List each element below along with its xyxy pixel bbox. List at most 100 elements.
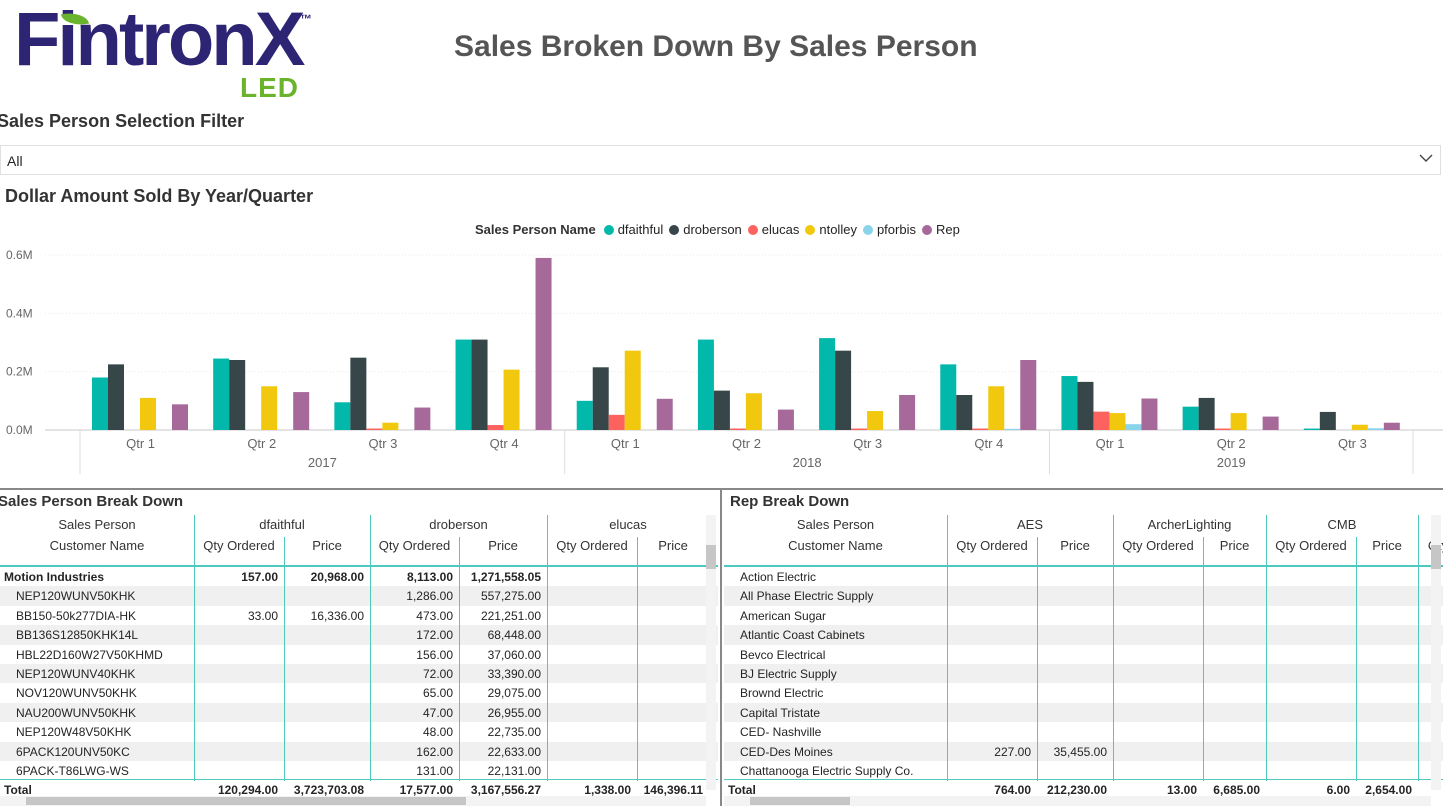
column-header[interactable]: Qty Ordered [378, 538, 451, 553]
legend-item-rep[interactable]: Rep [921, 222, 960, 237]
column-header[interactable]: Qty Ordered [1122, 538, 1194, 553]
column-divider [194, 515, 195, 781]
bar-rep [535, 257, 552, 430]
sales-person-slicer[interactable]: All [0, 145, 1441, 175]
total-cell: 6,685.00 [1213, 783, 1260, 797]
bar-rep [1141, 398, 1158, 430]
column-group-header[interactable]: AES [1016, 517, 1043, 532]
column-group-header[interactable]: dfaithful [259, 517, 305, 532]
column-header[interactable]: Qty Ordered [556, 538, 628, 553]
row-label[interactable]: BB150-50k277DIA-HK [16, 608, 137, 623]
row-label[interactable]: Capital Tristate [740, 705, 821, 720]
table-cell: 157.00 [241, 570, 278, 584]
bar-dfaithful [213, 358, 230, 430]
y-tick-label: 0.4M [6, 306, 33, 320]
bar-ntolley [503, 369, 520, 430]
column-header[interactable]: Qty Ordered [203, 538, 275, 553]
total-cell: 3,167,556.27 [470, 783, 541, 797]
column-header[interactable]: Qty Ordered [956, 538, 1028, 553]
bar-rep [293, 392, 310, 430]
legend-item-ntolley[interactable]: ntolley [805, 222, 857, 237]
row-label[interactable]: American Sugar [740, 608, 827, 623]
legend-item-dfaithful[interactable]: dfaithful [603, 222, 663, 237]
legend-dot [669, 224, 680, 235]
column-divider [1037, 537, 1038, 781]
vertical-scrollbar[interactable] [1431, 515, 1441, 790]
bar-ntolley [624, 350, 641, 430]
row-label[interactable]: BB136S12850KHK14L [16, 628, 139, 643]
table-cell: 1,271,558.05 [470, 570, 541, 584]
bar-droberson [956, 395, 973, 430]
bar-ntolley [382, 422, 399, 430]
vertical-scroll-thumb[interactable] [1431, 545, 1441, 569]
vertical-scroll-thumb[interactable] [706, 545, 716, 569]
column-group-header[interactable]: ArcherLighting [1147, 517, 1232, 532]
row-label[interactable]: Action Electric [740, 570, 817, 584]
column-header[interactable]: Price [1372, 538, 1402, 553]
x-tick-label: Qtr 2 [247, 436, 276, 451]
row-label[interactable]: CED-Des Moines [740, 744, 833, 759]
column-header[interactable]: Price [1219, 538, 1250, 553]
bar-elucas [608, 414, 625, 430]
column-header[interactable]: Price [488, 538, 518, 553]
row-label[interactable]: 6PACK-T86LWG-WS [16, 764, 129, 778]
row-label[interactable]: All Phase Electric Supply [740, 589, 874, 604]
row-label[interactable]: HBL22D160W27V50KHMD [16, 647, 163, 662]
legend-item-elucas[interactable]: elucas [747, 222, 799, 237]
column-divider [547, 515, 548, 781]
bar-droberson [835, 350, 852, 430]
column-header[interactable]: Price [312, 538, 342, 553]
column-header[interactable]: Qty Ordered [1275, 538, 1347, 553]
total-cell: 3,723,703.08 [293, 783, 364, 797]
row-header-sales-person: Sales Person [796, 517, 875, 532]
bar-rep [656, 398, 673, 430]
row-label[interactable]: NOV120WUNV50KHK [16, 686, 137, 701]
column-group-header[interactable]: droberson [429, 517, 488, 532]
column-header[interactable]: Price [658, 538, 688, 553]
row-label[interactable]: BJ Electric Supply [740, 667, 837, 681]
table-cell: 22,633.00 [487, 744, 541, 759]
legend-item-pforbis[interactable]: pforbis [862, 222, 916, 237]
row-label[interactable]: NEP120W48V50KHK [16, 725, 132, 740]
row-label[interactable]: Motion Industries [4, 570, 104, 584]
bar-droberson [1198, 397, 1215, 430]
column-header[interactable]: Price [1060, 538, 1090, 553]
row-label[interactable]: NAU200WUNV50KHK [16, 705, 137, 720]
bar-ntolley [988, 386, 1005, 430]
row-label[interactable]: Brownd Electric [740, 686, 824, 701]
table-cell: 37,060.00 [487, 647, 541, 662]
table-cell: 557,275.00 [480, 589, 541, 604]
vertical-scrollbar[interactable] [706, 515, 716, 790]
bar-ntolley [745, 393, 762, 430]
row-band [0, 741, 718, 761]
bar-dfaithful [1303, 428, 1320, 430]
horizontal-scroll-thumb[interactable] [750, 797, 850, 805]
row-label[interactable]: NEP120WUNV50KHK [16, 589, 136, 604]
bar-dfaithful [455, 339, 472, 430]
x-tick-label: Qtr 1 [126, 436, 155, 451]
bar-droberson [108, 364, 124, 430]
bar-rep [1020, 360, 1037, 430]
legend-item-droberson[interactable]: droberson [669, 222, 742, 237]
row-label[interactable]: 6PACK120UNV50KC [16, 744, 130, 759]
column-divider [1113, 515, 1114, 781]
row-label[interactable]: Atlantic Coast Cabinets [740, 628, 865, 643]
bar-pforbis [1004, 428, 1021, 430]
column-group-header[interactable]: elucas [609, 517, 647, 532]
total-divider [0, 779, 718, 780]
row-label[interactable]: Bevco Electrical [740, 647, 826, 662]
table-cell: 162.00 [416, 744, 453, 759]
horizontal-scrollbar[interactable] [724, 796, 1431, 806]
bar-ntolley [1109, 413, 1126, 430]
bar-droberson [350, 357, 367, 430]
row-label[interactable]: CED- Nashville [740, 725, 822, 740]
row-label[interactable]: Chattanooga Electric Supply Co. [740, 764, 914, 778]
horizontal-scroll-thumb[interactable] [26, 797, 466, 805]
right-table-title: Rep Break Down [730, 493, 850, 510]
column-divider [1203, 537, 1204, 781]
row-label[interactable]: NEP120WUNV40KHK [16, 667, 136, 681]
x-tick-label: Qtr 1 [611, 436, 640, 451]
chevron-down-icon[interactable] [1418, 150, 1434, 166]
column-group-header[interactable]: CMB [1327, 517, 1357, 532]
table-cell: 131.00 [416, 764, 453, 778]
